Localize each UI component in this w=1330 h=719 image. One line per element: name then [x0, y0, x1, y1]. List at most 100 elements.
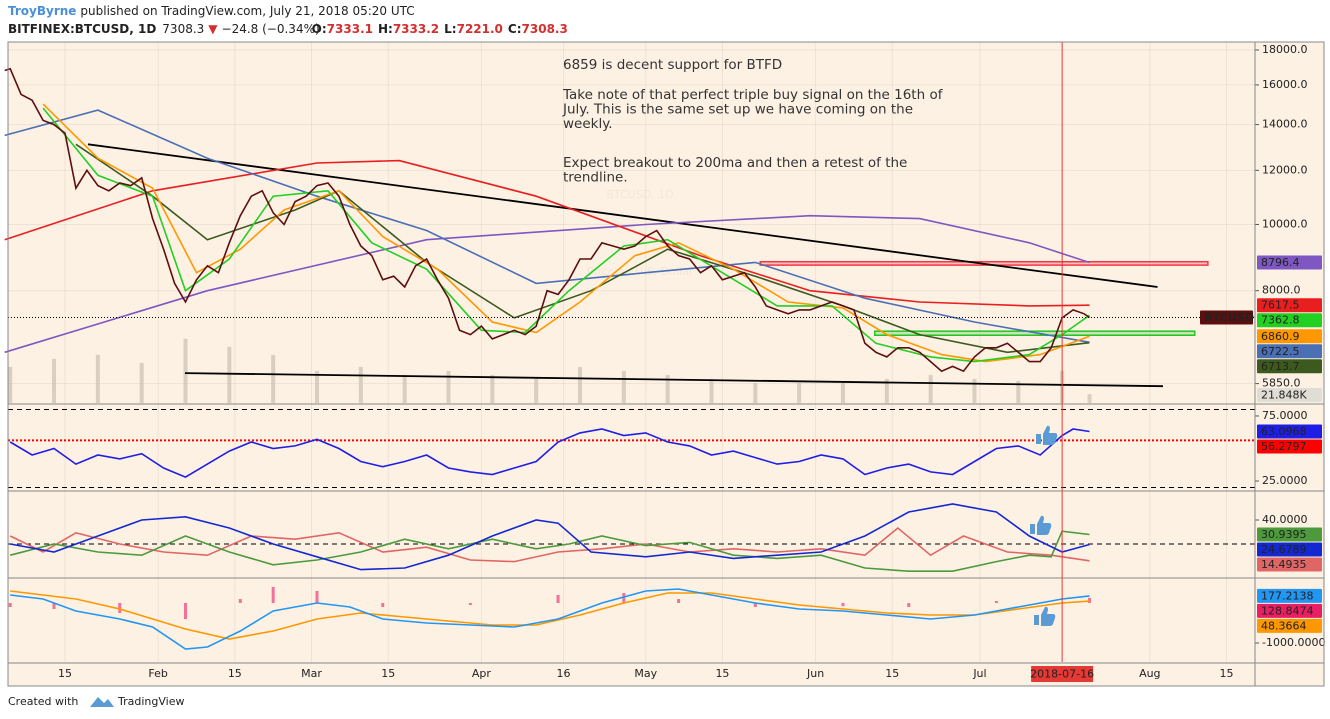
- y-tick-label: 10000.0: [1262, 217, 1308, 230]
- volume-bar: [928, 374, 933, 403]
- y-tick-label: -1000.0000: [1262, 636, 1325, 649]
- series-line: [10, 588, 1090, 650]
- volume-bar: [753, 382, 758, 403]
- author[interactable]: TroyByrne: [8, 4, 76, 18]
- y-tick-label: 16000.0: [1262, 78, 1308, 91]
- volume-bar: [52, 358, 57, 403]
- histogram-bar: [52, 603, 56, 609]
- value-badge: [1257, 329, 1322, 344]
- x-tick-label: 15: [715, 667, 729, 680]
- series-line: [10, 590, 1090, 640]
- x-tick-label: 15: [381, 667, 395, 680]
- volume-bar: [534, 378, 539, 403]
- arrow: ▼: [208, 22, 218, 36]
- annotation: Take note of that perfect triple buy sig…: [562, 87, 944, 103]
- series-line: [4, 109, 1090, 344]
- x-tick-label: Aug: [1139, 667, 1160, 680]
- histogram-bar: [556, 595, 560, 603]
- histogram-bar: [184, 603, 188, 619]
- annotation: weekly.: [563, 116, 613, 132]
- value-badge-label: 7362.8: [1261, 314, 1300, 327]
- histogram-bar: [118, 603, 122, 613]
- thumbs: [1030, 425, 1058, 626]
- value-badge: [1257, 542, 1322, 557]
- series-line: [4, 214, 1090, 354]
- value-badge-label: 56.2797: [1261, 440, 1307, 453]
- x-tick-label: Jul: [972, 667, 986, 680]
- value-badge-label: BTCUSD: [1204, 311, 1254, 324]
- y-tick-label: 8000.0: [1262, 284, 1301, 297]
- volume-bar: [797, 382, 802, 403]
- published: published on TradingView.com, July 21, 2…: [80, 4, 414, 18]
- volume-bar: [1016, 380, 1021, 403]
- volume-bar: [621, 370, 626, 403]
- histogram-bar: [468, 603, 472, 605]
- x-tick-label: Apr: [472, 667, 492, 680]
- x-tick-label: 15: [58, 667, 72, 680]
- y-tick-label: 25.0000: [1262, 474, 1308, 487]
- value-badge: [1200, 310, 1253, 325]
- value-badge: [1257, 424, 1322, 439]
- value-badge: [1257, 255, 1322, 270]
- histogram-bar: [238, 599, 242, 603]
- ohlc-value: 7333.2: [393, 22, 439, 36]
- symbol: BITFINEX:BTCUSD, 1D: [8, 22, 156, 36]
- thumb-icon: [1030, 515, 1052, 535]
- value-badge-label: 63.0968: [1261, 425, 1307, 438]
- value-badge: [1257, 359, 1322, 374]
- value-badge-label: 6722.5: [1261, 345, 1300, 358]
- value-badge-label: 21.848K: [1261, 389, 1307, 402]
- value-badge: [1257, 588, 1322, 603]
- cursor-label: 2018-07-16: [1030, 668, 1094, 681]
- ohlc-label: L:: [444, 22, 456, 36]
- ohlc-label: O:: [312, 22, 327, 36]
- x-tick-label: 15: [885, 667, 899, 680]
- x-tick-label: 16: [557, 667, 571, 680]
- value-badge: [1257, 388, 1322, 402]
- value-badge-label: 177.2138: [1261, 589, 1314, 602]
- series-line: [42, 103, 1090, 363]
- histogram-bar: [994, 601, 998, 603]
- chart-area: [8, 42, 1324, 686]
- ohlc-value: 7333.1: [327, 22, 373, 36]
- volume-bar: [8, 366, 13, 403]
- value-badge: [1257, 527, 1322, 542]
- volume-bar: [840, 382, 845, 403]
- volume-bar: [271, 354, 276, 403]
- value-badge-label: 6713.7: [1261, 360, 1300, 373]
- value-badge: [1257, 557, 1322, 572]
- volume-bar: [95, 354, 100, 403]
- ohlc-label: C:: [508, 22, 522, 36]
- series-line: [4, 159, 1090, 307]
- volume-bar: [490, 374, 495, 403]
- volume-bar: [402, 374, 407, 403]
- value-badge-label: 48.3664: [1261, 619, 1307, 632]
- value-badge-label: 30.9395: [1261, 528, 1307, 541]
- series-line: [75, 143, 1090, 354]
- value-badge-label: 8796.4: [1261, 256, 1300, 269]
- trendline: [184, 372, 1164, 388]
- value-badge-label: 24.6789: [1261, 543, 1307, 556]
- annotation: trendline.: [563, 170, 628, 186]
- series-line: [10, 530, 1090, 572]
- plot: BTCUSD, 1D Bitcoin / U.S. Dollar 15 Feb 15 Ma…: [4, 41, 1325, 687]
- change: −24.8 (−0.34%): [222, 22, 320, 36]
- annotation: 6859 is decent support for BTFD: [563, 57, 782, 73]
- ohlc: O:7333.1 H:7333.2 L:7221.0 C:7308.3: [312, 22, 568, 36]
- value-badge: [1257, 298, 1322, 313]
- footer-brand[interactable]: TradingView: [117, 695, 184, 708]
- watermark-description: Bitcoin / U.S. Dollar: [587, 265, 694, 278]
- x-tick-label: 15: [228, 667, 242, 680]
- volume-bar: [358, 366, 363, 403]
- volume-bar: [709, 378, 714, 403]
- value-badge-label: 128.8474: [1261, 604, 1314, 617]
- x-tick-label: Feb: [148, 667, 167, 680]
- x-tick-label: 15: [1220, 667, 1234, 680]
- histogram-bar: [622, 593, 626, 603]
- last: 7308.3: [162, 22, 204, 36]
- series-line: [10, 503, 1090, 571]
- value-badge: [1257, 439, 1322, 454]
- ohlc-label: H:: [378, 22, 393, 36]
- ohlc-value: 7308.3: [522, 22, 568, 36]
